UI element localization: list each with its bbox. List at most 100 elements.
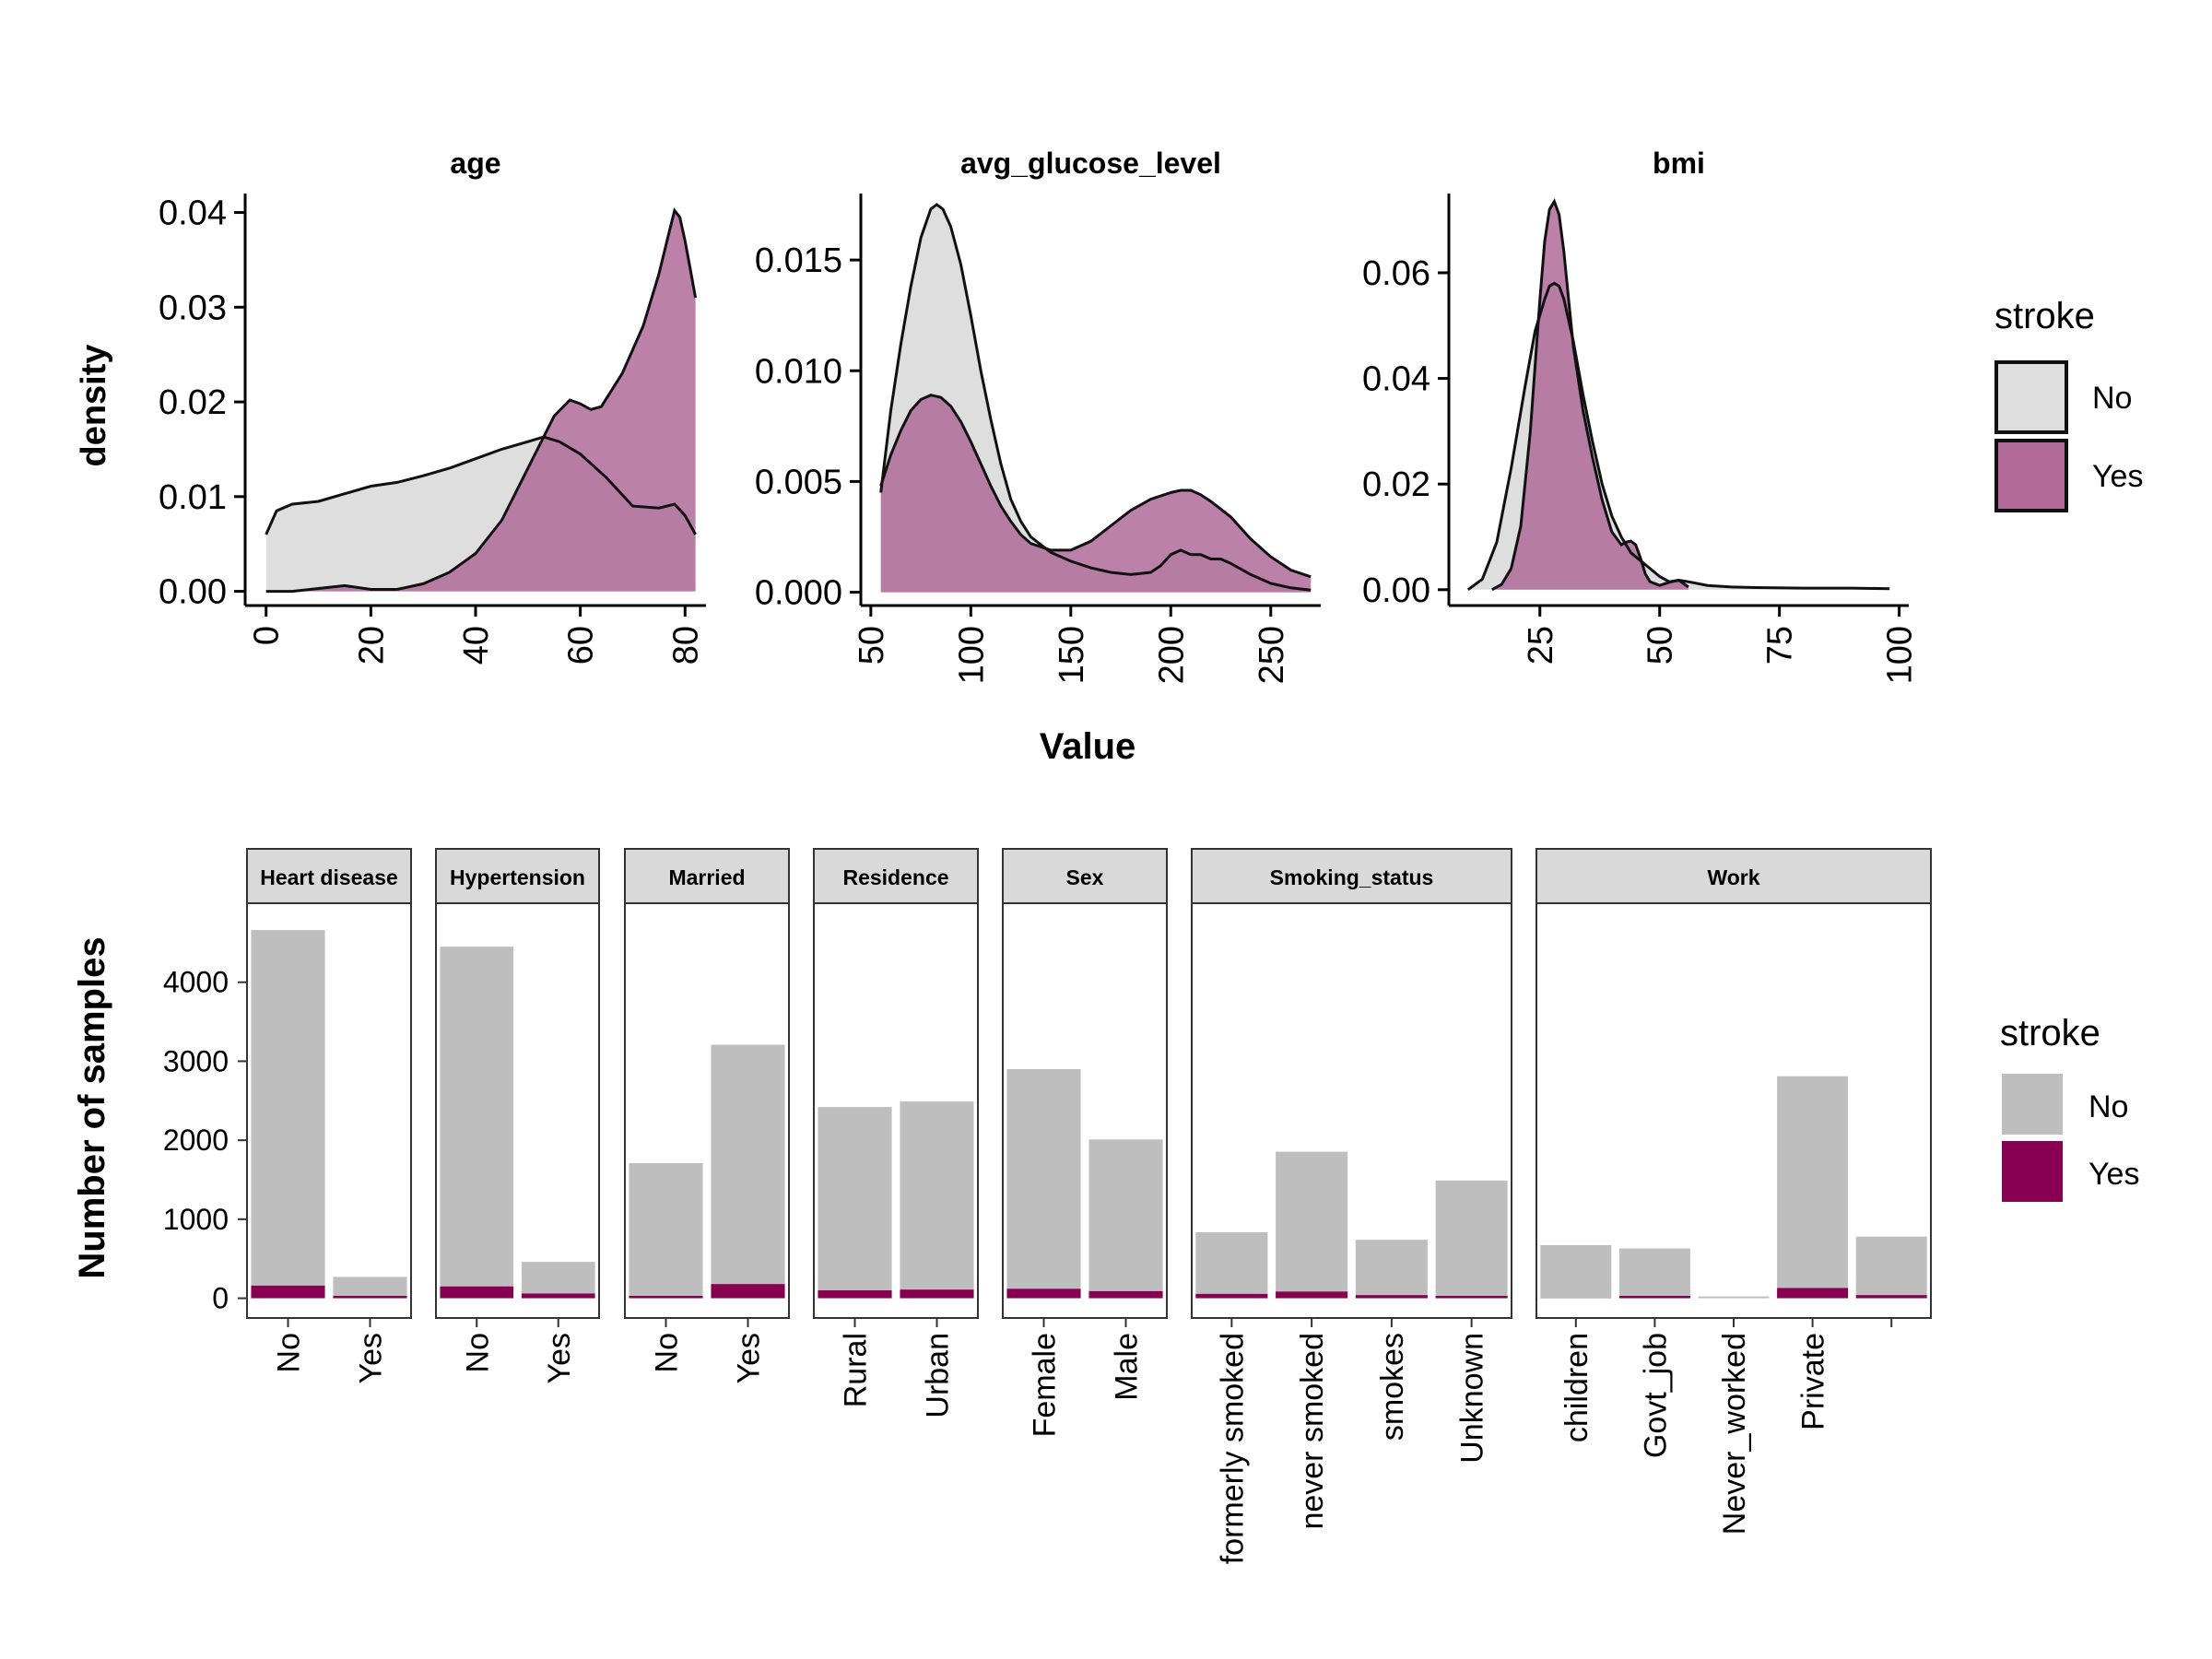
- x-tick-label: 200: [1152, 626, 1191, 684]
- facet-strip-label: Residence: [842, 865, 948, 889]
- facet-strip: [813, 848, 979, 904]
- y-tick-label: 0.00: [1362, 571, 1430, 610]
- count-panel-hypertension: Hypertension No Yes: [435, 848, 600, 1383]
- count-panel-heart-disease: Heart disease No Yes: [246, 848, 412, 1383]
- bar-yes-govt-job: [1618, 1296, 1690, 1299]
- x-tick-label: Female: [1028, 1333, 1063, 1437]
- x-tick-label: children: [1559, 1333, 1594, 1442]
- legend-key-no: [2002, 1074, 2063, 1135]
- bar-no-never-worked: [1698, 1296, 1770, 1299]
- count-y-axis-title: Number of samples: [72, 936, 112, 1278]
- bar-yes-yes: [521, 1293, 595, 1299]
- legend-key-yes: [1994, 439, 2068, 512]
- y-tick-label: 0.04: [1362, 360, 1430, 399]
- y-tick-label: 0.010: [755, 352, 842, 391]
- bar-no-yes: [333, 1277, 407, 1296]
- x-tick-label: Govt_job: [1638, 1333, 1673, 1458]
- density-legend: stroke No Yes: [1994, 296, 2143, 512]
- x-tick-label: No: [460, 1333, 495, 1372]
- facet-strip: [246, 848, 412, 904]
- x-tick-label: Rural: [839, 1333, 874, 1407]
- density-panel-avg_glucose_level: avg_glucose_level 0.000 0.005 0.010 0.015 50 1…: [755, 147, 1321, 684]
- work-extra: [1855, 1236, 1927, 1327]
- bar-yes-rural: [818, 1290, 892, 1299]
- y-tick-label: 0.005: [755, 463, 842, 501]
- density-line-no: [265, 435, 697, 535]
- bar-no-yes: [521, 1262, 595, 1294]
- x-tick-label: Yes: [542, 1333, 577, 1383]
- bar-yes-urban: [900, 1289, 974, 1299]
- bar-yes-formerly-smoked: [1195, 1293, 1268, 1299]
- y-tick-label: 0.015: [755, 241, 842, 280]
- x-tick-label: Yes: [732, 1333, 767, 1383]
- y-tick-label: 0.04: [159, 194, 227, 233]
- x-tick-label: 25: [1522, 626, 1560, 665]
- x-tick-label: never smoked: [1295, 1333, 1330, 1530]
- bar-yes-no: [440, 1286, 514, 1299]
- facet-strip: [1191, 848, 1512, 904]
- x-tick-label: Unknown: [1455, 1333, 1490, 1464]
- count-legend: stroke No Yes: [2000, 1013, 2139, 1202]
- bar-no-male: [1088, 1139, 1163, 1291]
- x-tick-label: No: [650, 1333, 685, 1372]
- legend-label-no: No: [2092, 381, 2132, 416]
- y-tick-label: 0: [212, 1282, 229, 1315]
- x-tick-label: 50: [853, 626, 891, 665]
- count-y-axis: 0 1000 2000 3000 4000: [163, 966, 247, 1315]
- facet-strip-label: Heart disease: [260, 865, 398, 889]
- legend-label-yes: Yes: [2088, 1157, 2139, 1192]
- bar-no-govt-job: [1618, 1248, 1690, 1296]
- density-line-no: [1466, 281, 1890, 592]
- facet-strip-label: Hypertension: [450, 865, 585, 889]
- facet-strip-label: Sex: [1066, 865, 1104, 889]
- density-area-yes: [880, 394, 1312, 593]
- bar-no-formerly-smoked: [1195, 1232, 1268, 1294]
- x-tick-label: 0: [248, 626, 287, 645]
- bar-yes-yes: [711, 1284, 785, 1299]
- x-tick-label: Urban: [921, 1333, 956, 1418]
- bar-no-no: [629, 1163, 703, 1296]
- legend-title: stroke: [2000, 1013, 2100, 1053]
- bar-yes-female: [1006, 1288, 1081, 1299]
- facet-strip-label: Smoking_status: [1270, 865, 1434, 889]
- x-tick-label: Never_worked: [1717, 1333, 1752, 1535]
- facet-title: avg_glucose_level: [960, 147, 1221, 180]
- density-line-yes: [265, 207, 698, 594]
- bar-yes-no: [629, 1296, 703, 1299]
- bar-yes-never-smoked: [1276, 1291, 1348, 1299]
- legend-title: stroke: [1994, 296, 2095, 336]
- bar-yes-self-employed: [1855, 1295, 1927, 1299]
- bar-yes-male: [1088, 1290, 1163, 1299]
- facet-title: age: [450, 147, 500, 180]
- facet-strip: [1535, 848, 1932, 904]
- facet-strip-label: Work: [1707, 865, 1759, 889]
- y-tick-label: 0.03: [159, 288, 227, 327]
- density-line-yes: [1491, 198, 1689, 592]
- x-tick-label: 20: [352, 626, 391, 665]
- x-tick-label: 40: [457, 626, 496, 665]
- x-tick-label: Private: [1796, 1333, 1831, 1430]
- density-x-axis-title: Value: [1040, 726, 1136, 767]
- count-panel-sex: Sex Female Male: [1002, 848, 1168, 1437]
- y-tick-label: 0.000: [755, 574, 842, 613]
- density-area-yes: [265, 210, 696, 592]
- y-tick-label: 2000: [163, 1124, 229, 1157]
- y-tick-label: 0.06: [1362, 254, 1430, 293]
- y-tick-label: 0.00: [159, 573, 227, 612]
- bar-yes-smokes: [1355, 1295, 1428, 1299]
- bar-yes-unknown: [1435, 1296, 1508, 1299]
- bar-yes-no: [251, 1285, 325, 1299]
- x-tick-label: smokes: [1375, 1333, 1410, 1441]
- bar-no-unknown: [1435, 1180, 1508, 1296]
- legend-label-yes: Yes: [2092, 459, 2143, 494]
- bar-no-rural: [818, 1107, 892, 1290]
- y-tick-label: 0.02: [159, 383, 227, 422]
- density-panels: age 0.00 0.01 0.02 0.03 0.04 0 20 40 60 80 avg_gluc…: [75, 147, 2143, 767]
- facet-title: bmi: [1653, 147, 1705, 180]
- bar-yes-yes: [333, 1296, 407, 1299]
- density-line-yes: [879, 394, 1312, 579]
- legend-key-no: [1994, 360, 2068, 434]
- x-tick-label: No: [272, 1333, 307, 1372]
- bar-no-private: [1777, 1076, 1849, 1288]
